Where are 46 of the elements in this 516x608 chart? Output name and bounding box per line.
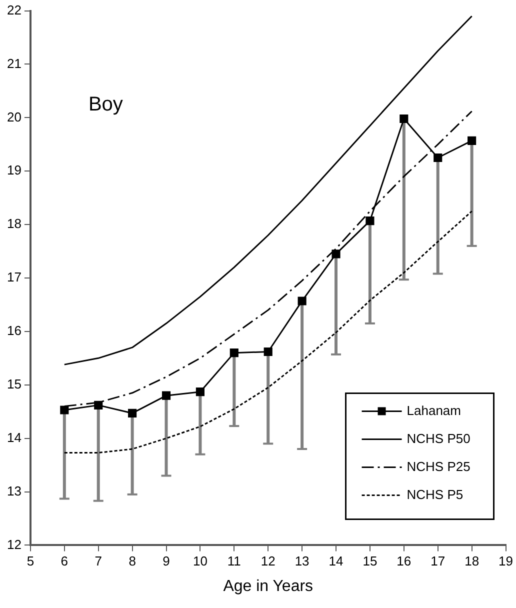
y-tick-label: 12	[6, 536, 22, 552]
legend-label: Lahanam	[406, 402, 461, 418]
x-tick-label: 15	[362, 554, 378, 569]
x-tick-label: 17	[430, 554, 446, 569]
x-tick-label: 19	[498, 554, 514, 569]
y-tick-label: 18	[6, 216, 22, 232]
annotation: Boy	[88, 93, 123, 116]
x-tick-label: 10	[192, 554, 208, 569]
legend-label: NCHS P25	[406, 458, 470, 474]
x-axis-title: Age in Years	[223, 578, 314, 595]
x-tick-label: 11	[227, 554, 241, 569]
point	[196, 388, 204, 396]
point	[298, 296, 306, 306]
y-tick-label: 22	[6, 2, 22, 18]
y-tick-label: 20	[6, 109, 22, 124]
y-tick-label: 19	[6, 162, 22, 178]
point	[468, 136, 476, 145]
y-tick-label: 14	[6, 430, 22, 445]
x-tick-label: 5	[26, 554, 34, 569]
point	[434, 153, 442, 162]
x-tick-label: 6	[60, 554, 68, 569]
x-tick-label: 8	[128, 554, 136, 569]
x-tick-label: 16	[396, 554, 412, 569]
point	[264, 347, 272, 356]
point	[128, 408, 137, 418]
point	[94, 400, 103, 410]
x-tick-label: 9	[162, 554, 170, 569]
x-tick-label: 7	[94, 554, 102, 569]
point	[400, 114, 408, 124]
y-tick-label: 15	[6, 376, 22, 392]
x-tick-label: 13	[294, 554, 310, 569]
line-series	[64, 210, 473, 454]
point	[230, 348, 238, 358]
point	[162, 391, 171, 400]
point	[60, 406, 69, 414]
x-tick-label: 14	[328, 554, 344, 569]
legend-label: NCHS P5	[406, 486, 464, 502]
x-tick-label: 12	[260, 554, 276, 569]
y-tick-label: 17	[6, 270, 22, 285]
y-tick-label: 13	[6, 483, 22, 498]
point	[332, 250, 340, 258]
x-tick-label: 18	[464, 554, 480, 569]
legend-label: NCHS P50	[406, 430, 470, 446]
y-tick-label: 21	[6, 56, 22, 71]
y-tick-label: 16	[6, 323, 22, 338]
point	[366, 216, 374, 226]
